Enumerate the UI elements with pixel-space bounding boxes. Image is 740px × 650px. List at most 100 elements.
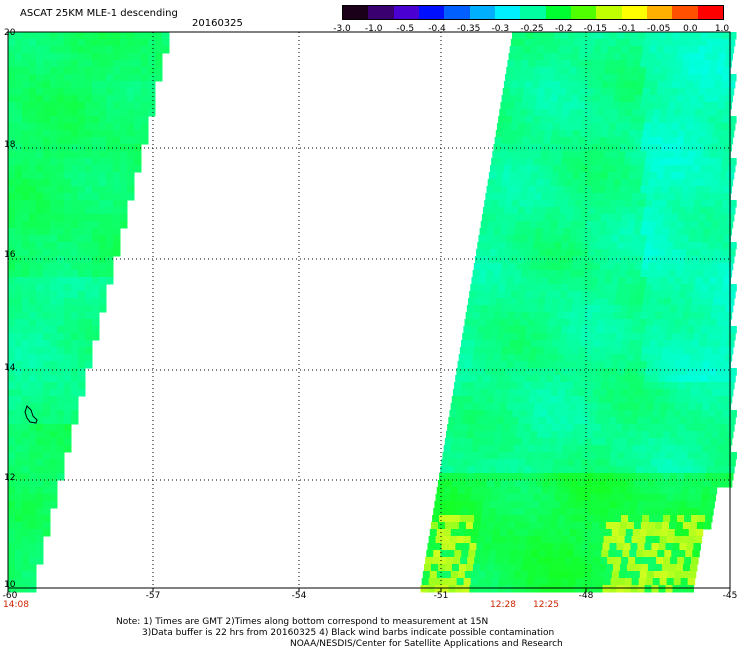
swath-cell — [71, 410, 79, 418]
swath-cell — [602, 585, 610, 593]
colorbar-cell — [596, 6, 622, 19]
swath-cell — [57, 242, 65, 250]
swath-cell — [588, 417, 596, 425]
swath-cell — [519, 116, 527, 124]
swath-cell — [113, 39, 121, 47]
swath-cell — [628, 214, 637, 222]
swath-cell — [632, 403, 641, 411]
swath-cell — [671, 466, 679, 474]
swath-cell — [511, 501, 519, 509]
swath-cell — [497, 417, 505, 425]
swath-cell — [689, 270, 698, 278]
swath-cell — [689, 480, 698, 488]
swath-cell — [586, 256, 595, 264]
swath-cell — [36, 291, 44, 299]
swath-cell — [638, 452, 647, 460]
swath-cell — [634, 305, 643, 313]
swath-cell — [15, 571, 23, 579]
swath-cell — [71, 305, 79, 313]
swath-cell — [716, 319, 725, 327]
swath-cell — [8, 487, 16, 495]
swath-cell — [611, 235, 619, 243]
swath-cell — [664, 123, 673, 131]
swath-cell — [538, 424, 546, 432]
swath-cell — [92, 207, 100, 215]
swath-cell — [443, 529, 452, 537]
swath-cell — [725, 95, 734, 103]
swath-cell — [456, 452, 465, 460]
swath-cell — [692, 550, 700, 558]
swath-cell — [525, 207, 533, 215]
swath-cell — [570, 354, 579, 362]
swath-cell — [671, 508, 679, 516]
lon-label-45: -45 — [722, 591, 738, 601]
swath-cell — [537, 515, 545, 523]
swath-cell — [106, 95, 114, 103]
swath-cell — [460, 473, 468, 481]
swath-cell — [29, 109, 37, 117]
swath-cell — [578, 53, 587, 61]
swath-cell — [510, 123, 519, 131]
swath-cell — [449, 536, 458, 544]
swath-cell — [605, 396, 614, 404]
swath-cell — [595, 333, 603, 341]
swath-cell — [141, 74, 149, 82]
swath-cell — [71, 270, 79, 278]
swath-cell — [591, 102, 599, 110]
swath-cell — [722, 158, 730, 166]
swath-cell — [141, 39, 149, 47]
swath-cell — [585, 389, 594, 397]
swath-cell — [684, 172, 693, 180]
swath-cell — [668, 564, 677, 572]
swath-cell — [8, 95, 16, 103]
swath-cell — [574, 375, 582, 383]
swath-cell — [92, 39, 100, 47]
swath-cell — [8, 263, 16, 271]
swath-cell — [569, 319, 578, 327]
swath-cell — [29, 81, 37, 89]
swath-cell — [482, 550, 490, 558]
swath-cell — [78, 235, 86, 243]
swath-cell — [528, 354, 537, 362]
swath-cell — [727, 466, 735, 474]
swath-cell — [15, 424, 23, 432]
swath-cell — [15, 515, 23, 523]
swath-cell — [15, 32, 23, 40]
swath-cell — [660, 487, 669, 495]
swath-cell — [463, 578, 472, 586]
swath-cell — [653, 319, 662, 327]
swath-cell — [639, 403, 648, 411]
swath-cell — [554, 326, 562, 334]
swath-cell — [462, 543, 470, 551]
swath-cell — [36, 543, 44, 551]
swath-cell — [486, 186, 495, 194]
swath-cell — [526, 284, 534, 292]
swath-cell — [547, 200, 555, 208]
swath-cell — [680, 326, 688, 334]
swath-cell — [22, 389, 30, 397]
swath-cell — [692, 508, 700, 516]
swath-cell — [36, 46, 44, 54]
swath-cell — [712, 256, 721, 264]
swath-cell — [589, 494, 598, 502]
swath-cell — [619, 186, 628, 194]
swath-cell — [57, 74, 65, 82]
swath-cell — [36, 326, 44, 334]
swath-cell — [643, 466, 651, 474]
swath-cell — [519, 284, 527, 292]
swath-cell — [57, 375, 65, 383]
swath-cell — [610, 116, 618, 124]
swath-cell — [558, 515, 566, 523]
swath-cell — [566, 39, 575, 47]
swath-cell — [513, 361, 522, 369]
swath-cell — [29, 102, 37, 110]
swath-cell — [535, 228, 544, 236]
swath-cell — [562, 487, 571, 495]
swath-cell — [50, 438, 58, 446]
swath-cell — [529, 179, 538, 187]
swath-cell — [575, 242, 583, 250]
swath-cell — [22, 466, 30, 474]
swath-cell — [571, 431, 580, 439]
swath-cell — [533, 200, 541, 208]
swath-cell — [22, 403, 30, 411]
